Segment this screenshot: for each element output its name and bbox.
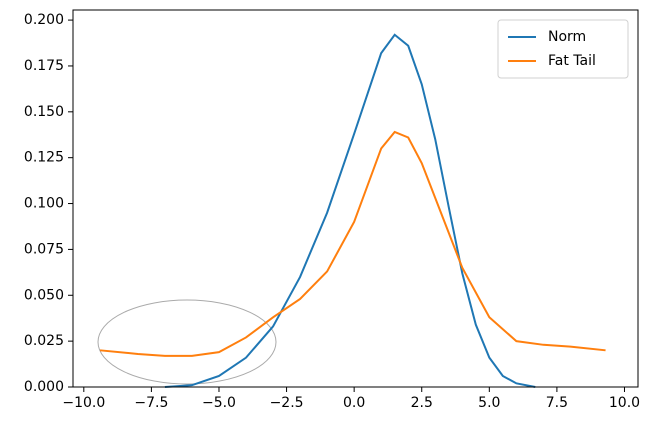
legend-box [497,19,629,79]
highlight-ellipse [97,299,277,385]
x-tick-label: 2.5 [411,395,433,411]
line-series [164,33,536,388]
legend-label: Norm [548,29,586,45]
x-tick-label: −10.0 [62,395,105,411]
y-tick-label: 0.150 [24,104,64,120]
legend-label: Fat Tail [548,53,596,69]
x-tick-label: −2.5 [270,395,304,411]
y-tick-label: 0.100 [24,196,64,212]
x-tick-label: 10.0 [609,395,640,411]
x-tick-label: −7.5 [134,395,168,411]
x-tick-label: 7.5 [546,395,568,411]
y-tick-label: 0.125 [24,150,64,166]
plot-frame [72,9,639,388]
y-tick-label: 0.200 [24,12,64,28]
x-tick-label: 0.0 [343,395,365,411]
x-tick-label: −5.0 [202,395,236,411]
x-tick-label: 5.0 [478,395,500,411]
y-tick-label: 0.075 [24,241,64,257]
y-tick-label: 0.050 [24,287,64,303]
y-tick-label: 0.025 [24,333,64,349]
y-tick-label: 0.175 [24,58,64,74]
line-series [99,130,606,357]
y-tick-label: 0.000 [24,379,64,395]
